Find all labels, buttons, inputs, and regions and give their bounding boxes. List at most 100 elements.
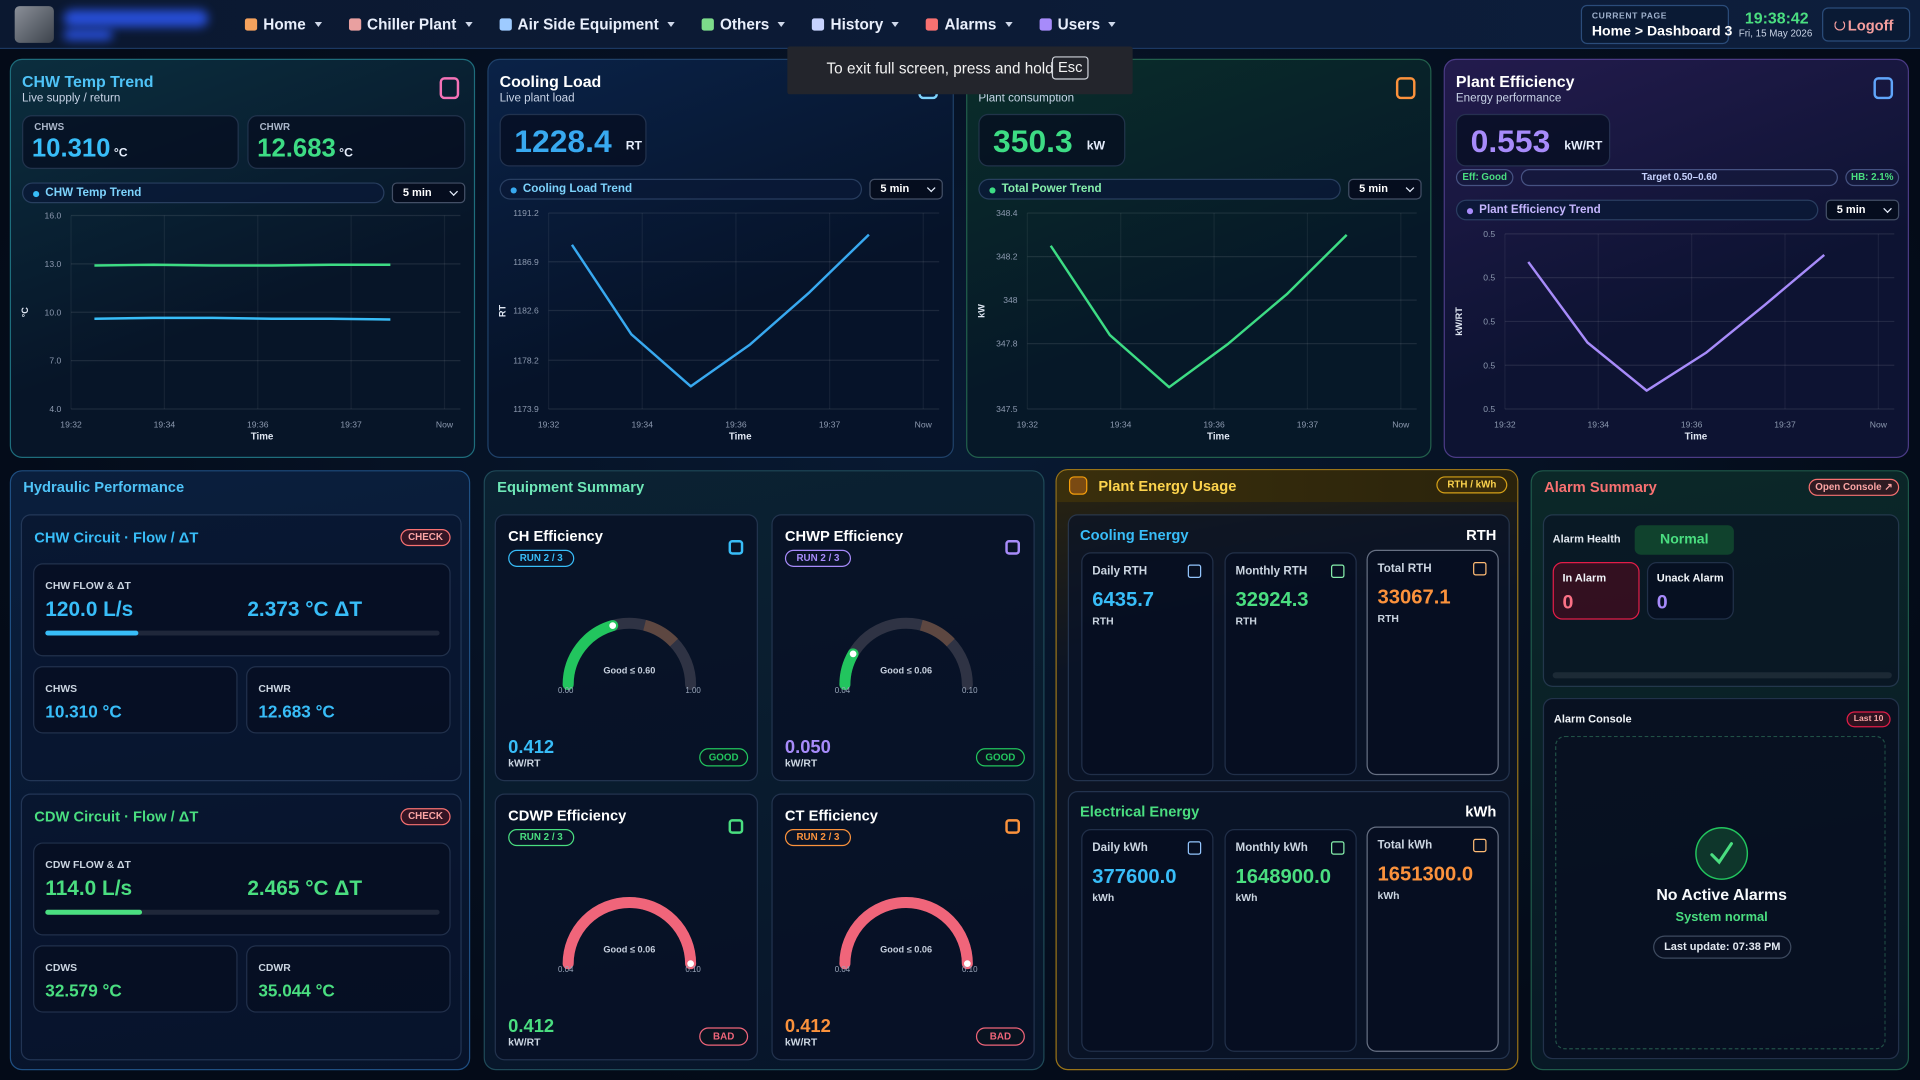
trend-card: Plant consumption 350.3 kW Total Power Tren… xyxy=(966,58,1432,458)
nav-item[interactable]: History xyxy=(812,16,900,33)
y-axis-title: °C xyxy=(20,307,30,318)
power-icon xyxy=(1834,19,1846,31)
item-icon xyxy=(1331,841,1345,855)
gauge-min-label: 0.04 xyxy=(558,965,574,974)
flow-box: CHW FLOW & ΔT 120.0 L/s 2.373 °C ΔT xyxy=(33,563,451,657)
trend-chart: 4.0 7.0 10.0 13.0 16.0 19:32 19:34 19:36 19:37 No… xyxy=(20,211,461,443)
gauge-max-label: 0.10 xyxy=(962,686,978,695)
time: 19:38:42 xyxy=(1744,8,1809,27)
gauge-unit: kW/RT xyxy=(784,1035,818,1049)
open-console-button[interactable]: Open Console ↗ xyxy=(1808,478,1900,496)
gauge-tile: CT Efficiency RUN 2 / 3 0.04 0.10 Good ≤ 0.0… xyxy=(771,793,1035,1061)
logoff-button[interactable]: Logoff xyxy=(1822,7,1911,42)
current-page-label: CURRENT PAGE xyxy=(1591,12,1668,21)
y-tick-label: 1173.9 xyxy=(513,404,539,414)
delta-t-value: 2.373 °C ΔT xyxy=(247,597,363,621)
item-unit: RTH xyxy=(1092,614,1114,627)
unack-box: Unack Alarm 0 xyxy=(1646,562,1734,620)
empty-subtitle: System normal xyxy=(1675,909,1768,925)
nav-icon xyxy=(926,18,939,31)
toast-text: To exit full screen, press and hold xyxy=(826,60,1054,78)
x-axis-title: Time xyxy=(1685,432,1708,443)
nav-icon xyxy=(812,18,825,31)
x-tick-label: 19:32 xyxy=(1494,419,1516,429)
trend-pill: Total Power Trend xyxy=(978,178,1341,200)
reading-box: CHWR 12.683 °C xyxy=(247,115,466,169)
circuit-panel: CHW Circuit · Flow / ΔT CHECK CHW FLOW & Δ… xyxy=(20,514,462,782)
interval-select[interactable]: 5 min xyxy=(1348,178,1422,200)
gauge-value: 0.412 xyxy=(784,1016,831,1038)
interval-select[interactable]: 5 min xyxy=(1825,199,1900,221)
y-tick-label: 0.5 xyxy=(1483,360,1495,370)
status-badge: Target 0.50–0.60 xyxy=(1520,168,1838,187)
x-tick-label: 19:36 xyxy=(247,419,269,429)
gauge-min-label: 0.04 xyxy=(835,686,851,695)
item-name: Total RTH xyxy=(1377,562,1432,576)
nav-bar: Home Chiller Plant Air Side Equipment Other… xyxy=(0,0,1920,49)
equipment-icon xyxy=(728,819,744,834)
y-tick-label: 16.0 xyxy=(45,211,62,221)
y-tick-label: 13.0 xyxy=(45,259,62,269)
nav-item[interactable]: Air Side Equipment xyxy=(499,15,675,34)
last-update: Last update: 07:38 PM xyxy=(1653,935,1792,959)
y-axis-title: kW/RT xyxy=(1454,307,1464,336)
circuit-title: CHW Circuit · Flow / ΔT xyxy=(34,528,199,547)
item-value: 377600.0 xyxy=(1092,865,1177,888)
x-tick-label: Now xyxy=(915,419,933,429)
y-tick-label: 0.5 xyxy=(1483,404,1495,414)
interval-label: 5 min xyxy=(1359,182,1388,195)
gauge: 0.04 0.10 Good ≤ 0.06 xyxy=(835,617,978,695)
reading-unit: °C xyxy=(113,146,128,161)
health-status: Normal xyxy=(1634,525,1734,555)
gauge: 0.04 0.10 Good ≤ 0.06 xyxy=(558,896,701,974)
group-title: Cooling Energy xyxy=(1080,526,1189,544)
interval-select[interactable]: 5 min xyxy=(869,178,943,200)
console-badge: Last 10 xyxy=(1846,711,1891,728)
circuit-title: CDW Circuit · Flow / ΔT xyxy=(34,808,199,826)
gauge-max-label: 0.10 xyxy=(962,965,978,974)
health-label: Alarm Health xyxy=(1552,532,1621,545)
interval-label: 5 min xyxy=(1836,203,1866,216)
energy-group: Electrical Energy kWh Daily kWh 377600.0 kWh… xyxy=(1067,791,1510,1060)
status-badge: GOOD xyxy=(699,748,749,767)
nav-label: Air Side Equipment xyxy=(517,15,659,34)
supply-box: CDWS 32.579 °C xyxy=(33,945,238,1013)
x-tick-label: 19:34 xyxy=(632,419,654,429)
flow-bar-fill xyxy=(45,909,143,915)
gauge-marker xyxy=(847,648,859,660)
card-icon xyxy=(1873,77,1894,100)
energy-item: Daily RTH 6435.7 RTH xyxy=(1081,552,1214,776)
reading-box: 0.553 kW/RT xyxy=(1455,113,1611,167)
reading-box: 1228.4 RT xyxy=(499,113,647,167)
nav-item[interactable]: Alarms xyxy=(926,16,1013,33)
gauge-value: 0.050 xyxy=(784,737,831,758)
x-tick-label: Now xyxy=(436,419,454,429)
caret xyxy=(777,22,786,27)
delta-t-value: 2.465 °C ΔT xyxy=(247,876,363,900)
nav-item[interactable]: Users xyxy=(1039,16,1117,33)
y-tick-label: 348 xyxy=(1003,295,1018,305)
energy-group: Cooling Energy RTH Daily RTH 6435.7 RTH Month… xyxy=(1067,514,1510,782)
nav-item[interactable]: Chiller Plant xyxy=(348,16,473,33)
nav-item[interactable]: Home xyxy=(244,16,322,33)
empty-state: No Active Alarms System normal Last update… xyxy=(1555,735,1886,1050)
caret xyxy=(1004,22,1013,27)
status-badge: HB: 2.1% xyxy=(1845,168,1900,187)
caret xyxy=(314,22,322,27)
x-tick-label: 19:34 xyxy=(1588,419,1610,429)
caret xyxy=(464,22,473,27)
x-tick-label: 19:36 xyxy=(1681,419,1703,429)
logo-text-blurred xyxy=(63,9,209,27)
interval-select[interactable]: 5 min xyxy=(391,182,466,204)
card-title: Cooling Load xyxy=(499,72,602,91)
flow-value: 120.0 L/s xyxy=(45,597,134,621)
gauge-value-arc xyxy=(839,896,973,970)
nav-item[interactable]: Others xyxy=(701,16,786,33)
nav-menu: Home Chiller Plant Air Side Equipment Other… xyxy=(244,0,1117,49)
item-icon xyxy=(1187,841,1202,855)
flow-box: CDW FLOW & ΔT 114.0 L/s 2.465 °C ΔT xyxy=(33,842,451,936)
trend-chart: 0.5 0.5 0.5 0.5 0.5 19:32 19:34 19:36 19:37 Now Ti… xyxy=(1454,229,1895,443)
chevron xyxy=(1405,183,1415,193)
check-circle xyxy=(1695,827,1749,880)
y-tick-label: 4.0 xyxy=(49,404,61,414)
